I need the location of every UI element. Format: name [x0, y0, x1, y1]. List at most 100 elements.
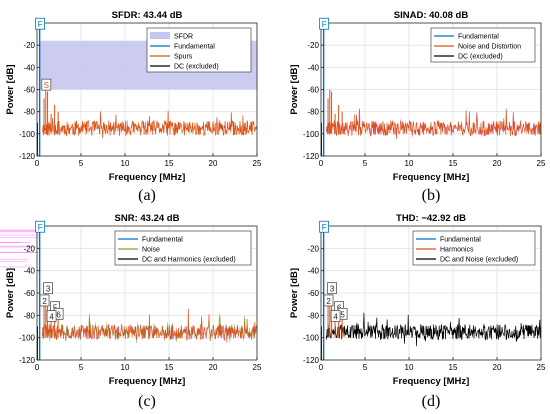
chart-panel-c: 0 5 10 15 20 25 -20 -40 -60 -80 -100 -120 SNR: 43.24…: [0, 213, 262, 410]
x-tick-label: 15: [165, 363, 174, 372]
x-tick-label: 0: [319, 159, 324, 168]
marker-box: [327, 282, 337, 295]
panel-caption: (d): [422, 393, 441, 410]
x-tick-label: 10: [121, 363, 130, 372]
legend: Fundamental Harmonics DC and Noise (exclud…: [412, 230, 536, 266]
marker-box: [319, 17, 330, 30]
legend-entry: Spurs: [174, 54, 193, 61]
x-tick-label: 25: [253, 363, 262, 372]
chart-title: THD: −42.92 dB: [396, 213, 466, 224]
y-tick-label: -120: [19, 356, 36, 365]
y-axis-label: Power [dB]: [5, 64, 16, 114]
y-tick-label: -60: [23, 86, 35, 95]
x-tick-label: 25: [537, 363, 546, 372]
marker-label-3: 3: [46, 285, 51, 294]
legend: Fundamental Noise and Distortion DC (exclu…: [430, 27, 536, 63]
noise-tint-series: [42, 324, 256, 342]
y-tick-label: -80: [307, 311, 319, 320]
marker-box: [323, 294, 334, 307]
y-tick-label: -80: [23, 311, 35, 320]
y-tick-label: -60: [23, 289, 35, 298]
noise-series: [325, 108, 541, 140]
y-tick-label: -20: [307, 244, 319, 253]
marker-label-F: F: [38, 223, 43, 232]
y-axis-label: Power [dB]: [289, 268, 300, 318]
legend-swatch: [150, 32, 170, 39]
y-tick-label: -60: [307, 86, 319, 95]
marker-box: [319, 220, 330, 233]
x-tick-label: 0: [35, 363, 40, 372]
y-tick-label: -40: [307, 267, 319, 276]
marker-box: [46, 310, 57, 322]
y-tick-label: -100: [19, 334, 36, 343]
legend-entry: Fundamental: [142, 237, 183, 244]
marker-label-4: 4: [49, 313, 54, 322]
x-tick-label: 10: [405, 159, 414, 168]
panel-caption: (a): [138, 187, 156, 204]
y-tick-label: -40: [307, 63, 319, 72]
marker-label-4: 4: [333, 313, 338, 322]
y-tick-label: -20: [307, 41, 319, 50]
legend-entry: DC (excluded): [174, 64, 219, 71]
y-tick-label: -20: [23, 244, 35, 253]
y-tick-label: -120: [303, 152, 320, 161]
legend-entry: Fundamental: [458, 34, 499, 41]
noise-series-green: [42, 313, 257, 344]
chart-title: SNR: 43.24 dB: [115, 213, 180, 224]
legend-entry: Fundamental: [440, 237, 481, 244]
marker-box: [35, 17, 46, 30]
legend-entry: DC (excluded): [458, 54, 503, 61]
x-axis-label: Frequency [MHz]: [393, 172, 470, 183]
marker-box: [41, 78, 52, 91]
marker-label-S: S: [44, 81, 49, 90]
x-tick-label: 20: [493, 159, 502, 168]
panel-caption: (b): [422, 187, 441, 204]
x-tick-label: 5: [79, 159, 84, 168]
x-tick-label: 5: [79, 363, 84, 372]
legend-entry: Fundamental: [174, 44, 215, 51]
noise-tint-series: [326, 109, 540, 138]
y-axis-label: Power [dB]: [5, 268, 16, 318]
chart-title: SINAD: 40.08 dB: [394, 10, 469, 21]
legend-entry: DC and Noise (excluded): [440, 257, 518, 264]
y-tick-label: -100: [303, 130, 320, 139]
legend-entry: SFDR: [174, 34, 193, 41]
legend: SFDR Fundamental Spurs DC (excluded): [146, 27, 252, 73]
legend-entry: Harmonics: [440, 247, 474, 254]
y-tick-label: -80: [307, 108, 319, 117]
chart-panel-a: 0 5 10 15 20 25 -20 -40 -60 -80 -100 -120 SFDR: 43.4…: [5, 10, 262, 204]
marker-label-2: 2: [326, 297, 331, 306]
marker-label-2: 2: [42, 297, 47, 306]
grid: [37, 226, 257, 360]
x-tick-label: 20: [209, 363, 218, 372]
chart-title: SFDR: 43.44 dB: [112, 10, 183, 21]
x-axis-label: Frequency [MHz]: [393, 376, 470, 387]
y-tick-label: -100: [19, 130, 36, 139]
x-tick-label: 15: [165, 159, 174, 168]
noise-series: [325, 312, 541, 347]
x-tick-label: 5: [363, 159, 368, 168]
x-tick-label: 5: [363, 363, 368, 372]
y-axis-label: Power [dB]: [289, 64, 300, 114]
y-tick-label: -20: [23, 41, 35, 50]
x-tick-label: 25: [253, 159, 262, 168]
x-tick-label: 0: [319, 363, 324, 372]
x-tick-label: 20: [209, 159, 218, 168]
chart-panel-b: 0 5 10 15 20 25 -20 -40 -60 -80 -100 -120 SINAD: 40.…: [289, 10, 546, 204]
x-tick-label: 0: [35, 159, 40, 168]
x-tick-label: 10: [121, 159, 130, 168]
y-tick-label: -120: [303, 356, 320, 365]
marker-label-3: 3: [330, 285, 335, 294]
x-tick-label: 25: [537, 159, 546, 168]
y-tick-label: -80: [23, 108, 35, 117]
noise-series: [41, 110, 257, 139]
legend-entry: Noise and Distortion: [458, 44, 521, 51]
panel-caption: (c): [138, 393, 156, 410]
marker-box: [39, 294, 50, 307]
y-tick-label: -100: [303, 334, 320, 343]
y-tick-label: -40: [23, 267, 35, 276]
legend: Fundamental Noise DC and Harmonics (exclud…: [114, 230, 252, 266]
y-tick-label: -120: [19, 152, 36, 161]
